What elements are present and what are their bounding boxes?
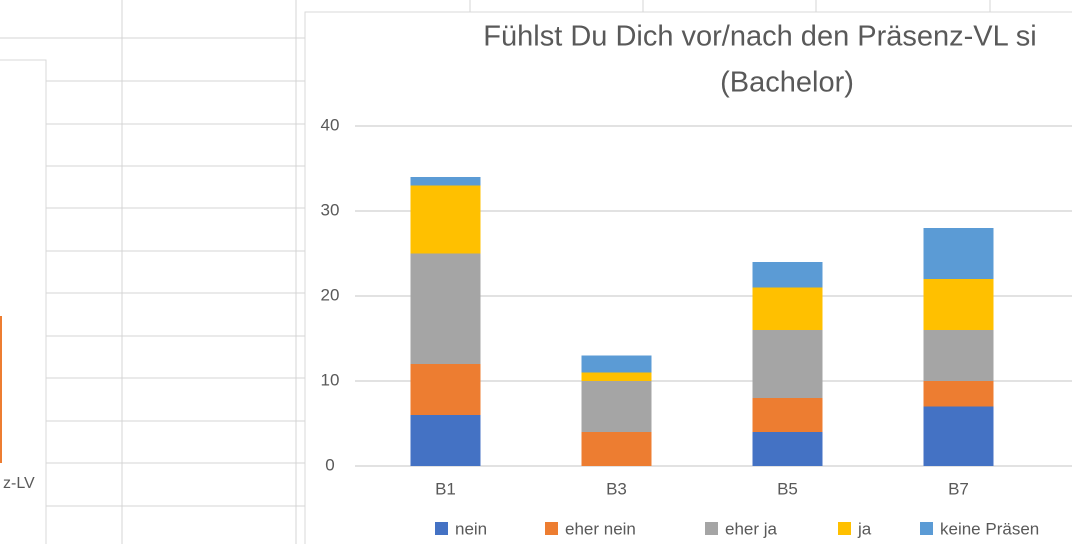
x-tick-label: B1 [435,479,456,498]
left-chart: z-LV [0,59,47,544]
bar-segment [410,185,481,254]
bar-segment [410,415,481,466]
legend-swatch [545,522,558,535]
y-tick-label: 40 [321,115,340,134]
bar-segment [581,372,652,381]
bar-segment [923,381,994,407]
bar-segment [752,432,823,466]
bar-segment [581,355,652,373]
x-tick-label: B5 [777,479,798,498]
bar-segment [923,406,994,466]
x-tick-label: B3 [606,479,627,498]
y-tick-label: 30 [321,200,340,219]
bar-segment [923,228,994,279]
bar-segment [410,364,481,415]
bar-segment [752,287,823,330]
legend-label: nein [455,519,487,538]
left-chart-label: z-LV [3,475,35,492]
y-tick-label: 20 [321,285,340,304]
bar-segment [752,398,823,432]
chart-title: (Bachelor) [720,67,854,99]
legend-swatch [838,522,851,535]
legend-label: eher nein [565,519,636,538]
bar-segment [410,177,481,186]
legend-swatch [920,522,933,535]
bar-segment [923,330,994,381]
bar-segment [581,432,652,466]
x-tick-label: B7 [948,479,969,498]
legend-label: eher ja [725,519,778,538]
spreadsheet-grid [0,0,991,544]
y-tick-label: 10 [321,370,340,389]
legend-label: ja [857,519,872,538]
bar-segment [752,262,823,288]
legend-swatch [435,522,448,535]
legend-swatch [705,522,718,535]
bar-segment [752,330,823,398]
legend-label: keine Präsen [940,519,1039,538]
chart-title: Fühlst Du Dich vor/nach den Präsenz-VL s… [483,21,1036,53]
bar-segment [410,253,481,364]
bar-segment [581,381,652,432]
y-tick-label: 0 [325,455,334,474]
bar-segment [923,279,994,330]
